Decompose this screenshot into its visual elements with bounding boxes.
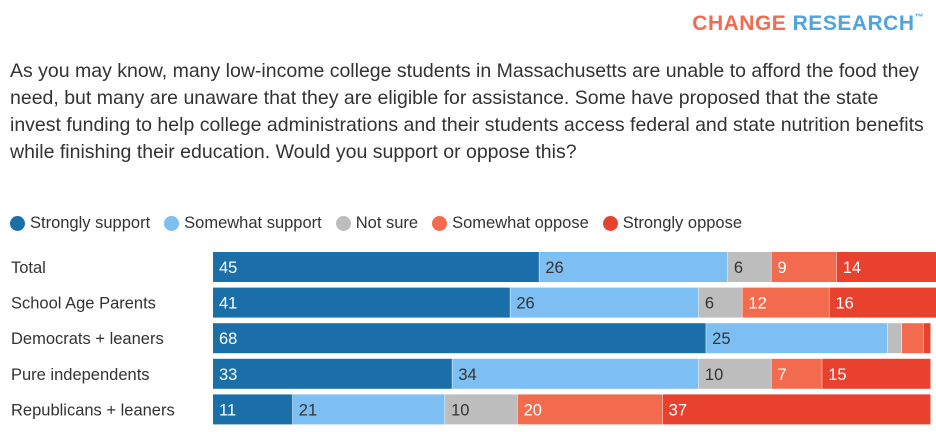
data-label: 15 — [828, 366, 846, 384]
bar-segment — [213, 323, 706, 354]
bar-segment — [539, 252, 728, 282]
data-label: 10 — [451, 401, 469, 419]
legend-swatch — [164, 215, 180, 231]
survey-question: As you may know, many low-income college… — [10, 60, 924, 163]
category-label: School Age Parents — [11, 295, 156, 313]
legend-item: Not sure — [335, 213, 419, 233]
legend-item: Strongly support — [10, 214, 150, 233]
bar-segment — [771, 358, 822, 389]
bar-segment — [829, 287, 936, 318]
legend-swatch — [335, 215, 351, 231]
data-label: 6 — [705, 295, 714, 313]
bar-segment — [662, 394, 931, 425]
bar-segment — [292, 394, 445, 425]
bar-segment — [901, 323, 924, 354]
legend-item: Somewhat support — [164, 214, 322, 233]
data-label: 33 — [219, 366, 237, 384]
legend-swatch — [432, 215, 448, 231]
data-label: 10 — [705, 366, 723, 384]
legend-label: Somewhat oppose — [452, 213, 589, 232]
legend-label: Not sure — [355, 213, 419, 232]
data-label: 7 — [777, 366, 786, 384]
legend-swatch — [10, 215, 25, 231]
data-label: 26 — [545, 259, 563, 277]
bar-segment — [698, 287, 742, 318]
legend-swatch — [602, 215, 618, 231]
legend-label: Strongly oppose — [622, 213, 743, 232]
bar-segment — [836, 252, 936, 282]
bar-segment — [923, 323, 931, 354]
data-label: 34 — [458, 366, 476, 384]
data-label: 12 — [748, 295, 766, 313]
bar-segment — [698, 358, 771, 389]
data-label: 37 — [669, 401, 687, 419]
chart-legend: Strongly support Somewhat support Not sure… — [10, 212, 756, 234]
brand-logo: CHANGE RESEARCH™ — [692, 12, 924, 36]
legend-item: Somewhat oppose — [432, 214, 589, 233]
category-label: Pure independents — [11, 366, 150, 384]
bar-segment — [213, 394, 293, 425]
bar-segment — [445, 394, 518, 425]
data-label: 41 — [219, 295, 237, 313]
bar-segment — [213, 358, 452, 389]
data-label: 68 — [219, 330, 237, 348]
bar-segment — [213, 252, 539, 282]
bar-segment — [213, 287, 510, 318]
brand-research: RESEARCH — [792, 12, 915, 35]
data-label: 11 — [219, 401, 236, 419]
bar-segment — [771, 252, 837, 282]
bar-segment — [742, 287, 829, 318]
data-label: 45 — [219, 259, 237, 277]
data-label: 20 — [524, 401, 542, 419]
legend-item: Strongly oppose — [602, 213, 743, 233]
bar-segment — [706, 323, 887, 354]
data-label: 14 — [843, 259, 861, 277]
data-label: 26 — [516, 295, 534, 313]
data-label: 25 — [712, 330, 730, 348]
category-label: Total — [11, 259, 46, 277]
bar-segment — [517, 394, 663, 425]
category-label: Democrats + leaners — [11, 330, 164, 348]
data-label: 21 — [299, 401, 317, 419]
legend-label: Somewhat support — [184, 213, 322, 232]
bar-segment — [452, 358, 699, 389]
category-label: Republicans + leaners — [11, 401, 175, 419]
bar-segment — [822, 358, 931, 389]
data-label: 16 — [835, 295, 853, 313]
brand-change: CHANGE — [692, 12, 787, 35]
data-label: 6 — [734, 259, 743, 277]
bar-segment — [727, 252, 771, 282]
bar-segment — [510, 287, 699, 318]
legend-label: Strongly support — [30, 213, 151, 232]
brand-trademark: ™ — [914, 12, 924, 22]
bar-segment — [887, 323, 902, 354]
data-label: 9 — [777, 259, 786, 277]
